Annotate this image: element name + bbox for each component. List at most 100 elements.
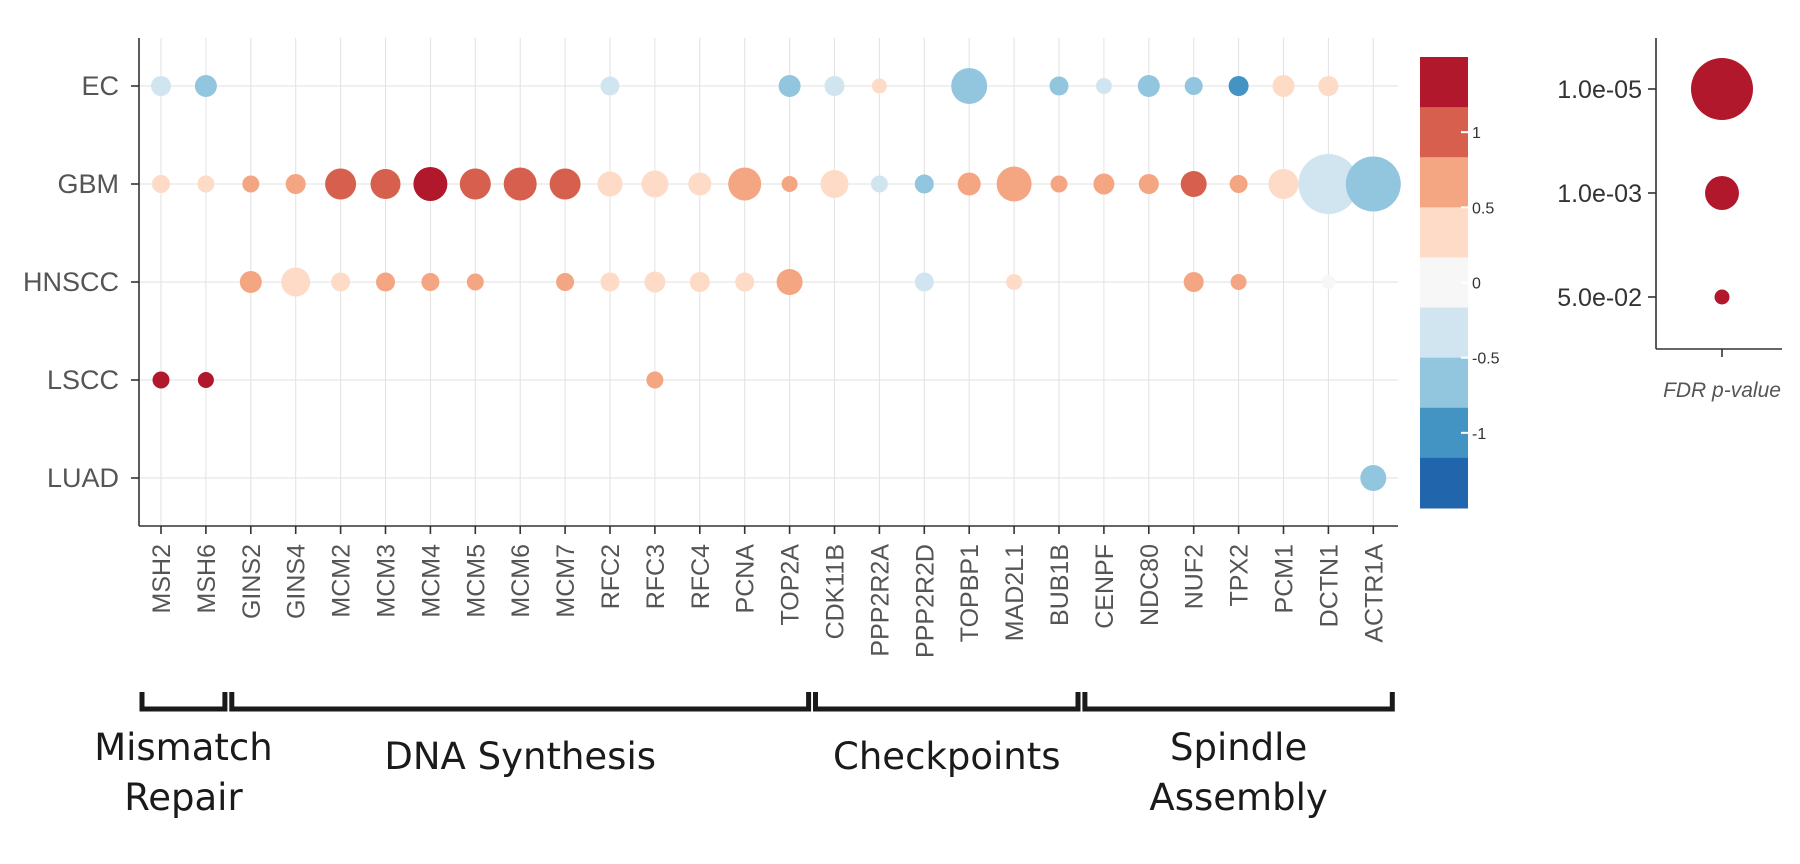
x-tick-label-mcm4: MCM4 — [417, 544, 445, 618]
y-tick-label-hnscc: HNSCC — [23, 267, 119, 297]
x-tick-label-cenpf: CENPF — [1091, 544, 1119, 629]
dot-gbm-dctn1 — [1298, 154, 1359, 214]
size-legend-title: FDR p-value — [1663, 379, 1781, 402]
dot-gbm-top2a — [781, 176, 798, 192]
dot-ec-msh2 — [151, 76, 171, 96]
dot-ec-msh6 — [194, 75, 217, 97]
x-tick-label-dctn1: DCTN1 — [1315, 544, 1343, 627]
x-tick-label-mcm2: MCM2 — [328, 544, 356, 618]
dot-ec-topbp1 — [951, 68, 988, 104]
color-bin-4 — [1420, 257, 1468, 309]
dot-lscc-rfc3 — [646, 371, 664, 389]
dot-gbm-ndc80 — [1138, 174, 1159, 194]
dot-gbm-pcna — [728, 167, 762, 201]
dot-gbm-gins4 — [285, 174, 306, 194]
dot-hnscc-gins2 — [239, 271, 262, 293]
dot-gbm-rfc4 — [688, 172, 712, 196]
group-bracket-3 — [1082, 692, 1395, 712]
color-tick-label-4: -1 — [1472, 426, 1486, 443]
x-tick-label-mad2l1: MAD2L1 — [1001, 544, 1029, 641]
color-bin-6 — [1420, 357, 1468, 409]
points-layer — [151, 68, 1401, 491]
dot-gbm-msh6 — [197, 175, 215, 193]
dot-ec-ppp2r2a — [871, 78, 887, 94]
x-tick-label-gins4: GINS4 — [283, 544, 311, 619]
group-label-0-0: Mismatch — [94, 726, 273, 769]
size-legend-dot-1 — [1705, 176, 1739, 210]
color-bin-8 — [1420, 457, 1468, 509]
dot-hnscc-rfc3 — [644, 271, 666, 293]
dot-gbm-mcm3 — [370, 169, 401, 199]
color-bin-2 — [1420, 157, 1468, 208]
dot-gbm-mad2l1 — [996, 166, 1032, 202]
x-tick-label-ppp2r2d: PPP2R2D — [911, 544, 939, 658]
size-legend-label-0: 1.0e-05 — [1557, 76, 1642, 104]
x-tick-label-topbp1: TOPBP1 — [956, 544, 984, 642]
x-tick-label-mcm3: MCM3 — [373, 544, 401, 618]
x-tick-label-msh6: MSH6 — [193, 544, 221, 613]
dot-lscc-msh2 — [152, 371, 170, 389]
dot-gbm-rfc2 — [597, 171, 623, 197]
dot-hnscc-rfc2 — [600, 272, 620, 292]
x-tick-label-rfc4: RFC4 — [687, 544, 715, 609]
axes-layer — [131, 38, 1398, 534]
dot-lscc-msh6 — [197, 372, 214, 388]
dot-hnscc-mcm4 — [421, 273, 440, 291]
dot-ec-cenpf — [1095, 78, 1112, 94]
y-tick-labels: EC GBM HNSCC LSCC LUAD — [23, 71, 119, 493]
dot-hnscc-tpx2 — [1230, 274, 1247, 290]
color-bin-3 — [1420, 207, 1468, 258]
dot-gbm-mcm2 — [325, 168, 357, 200]
dot-gbm-tpx2 — [1229, 175, 1248, 193]
x-tick-label-mcm7: MCM7 — [552, 544, 580, 618]
x-tick-label-ndc80: NDC80 — [1136, 544, 1164, 626]
dot-hnscc-dctn1 — [1321, 275, 1336, 289]
dot-gbm-msh2 — [152, 175, 170, 193]
y-tick-label-gbm: GBM — [57, 169, 119, 199]
dot-gbm-ppp2r2a — [870, 175, 888, 193]
size-legend-label-2: 5.0e-02 — [1557, 284, 1642, 312]
dot-gbm-mcm4 — [413, 167, 448, 201]
dot-ec-ndc80 — [1137, 75, 1160, 97]
dot-ec-nuf2 — [1184, 77, 1203, 95]
y-tick-label-luad: LUAD — [47, 463, 119, 493]
dot-gbm-bub1b — [1050, 175, 1068, 193]
dot-hnscc-mcm7 — [556, 273, 575, 291]
color-bin-0 — [1420, 57, 1468, 108]
dot-hnscc-rfc4 — [689, 272, 710, 292]
dot-hnscc-mcm3 — [376, 272, 395, 292]
dot-gbm-cenpf — [1093, 173, 1115, 195]
group-bracket-0 — [139, 692, 228, 712]
dot-ec-tpx2 — [1228, 76, 1249, 96]
dot-hnscc-mcm5 — [466, 273, 484, 291]
x-tick-label-pcm1: PCM1 — [1271, 544, 1299, 613]
dot-ec-top2a — [778, 75, 801, 97]
color-bin-7 — [1420, 407, 1468, 459]
size-legend-dot-0 — [1691, 58, 1753, 120]
dot-gbm-mcm7 — [549, 168, 581, 200]
dot-luad-actr1a — [1360, 465, 1387, 491]
dot-gbm-actr1a — [1345, 156, 1401, 212]
dot-gbm-rfc3 — [641, 170, 669, 198]
x-tick-label-actr1a: ACTR1A — [1360, 544, 1388, 643]
x-tick-label-mcm6: MCM6 — [507, 544, 535, 618]
x-tick-label-gins2: GINS2 — [238, 544, 266, 619]
dot-gbm-gins2 — [242, 175, 260, 193]
dot-ec-bub1b — [1049, 76, 1069, 96]
group-label-0-1: Repair — [124, 776, 243, 819]
x-tick-label-cdk11b: CDK11B — [822, 544, 850, 639]
size-legend: 1.0e-05 1.0e-03 5.0e-02 FDR p-value — [1557, 38, 1782, 402]
dot-ec-pcm1 — [1272, 75, 1295, 97]
x-tick-label-mcm5: MCM5 — [462, 544, 490, 618]
x-tick-label-rfc3: RFC3 — [642, 544, 670, 609]
dot-gbm-topbp1 — [957, 172, 981, 196]
dot-gbm-pcm1 — [1268, 169, 1299, 199]
color-tick-label-1: 0.5 — [1472, 200, 1494, 217]
x-tick-label-rfc2: RFC2 — [597, 544, 625, 609]
dot-hnscc-nuf2 — [1183, 272, 1204, 292]
dot-hnscc-ppp2r2d — [914, 272, 934, 292]
grid-layer — [139, 38, 1398, 526]
color-tick-label-3: -0.5 — [1472, 351, 1500, 368]
dot-hnscc-mad2l1 — [1006, 274, 1023, 290]
